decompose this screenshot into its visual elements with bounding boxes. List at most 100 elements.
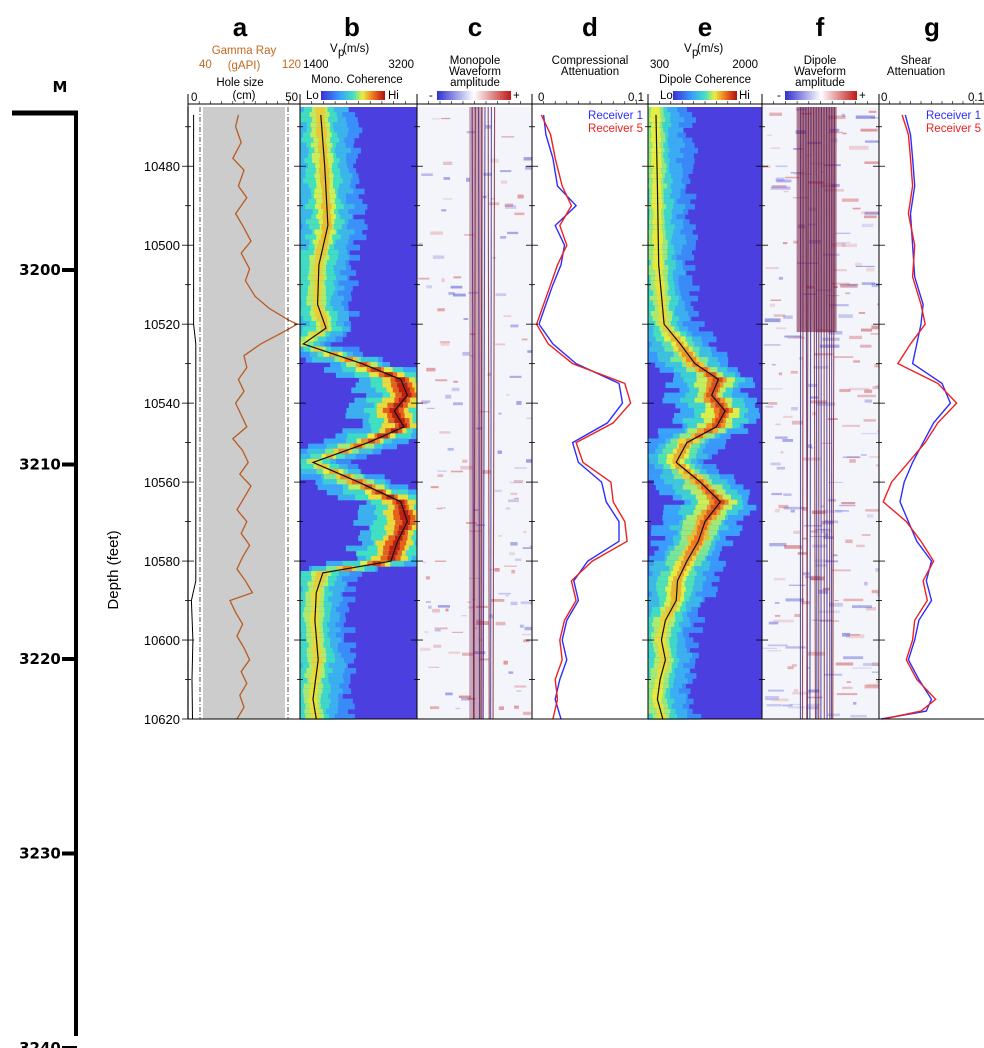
panel-f-noise-stroke [791, 407, 798, 411]
gamma-ray-unit: (gAPI) [228, 60, 261, 72]
panel-b-vp-unit: (m/s) [343, 43, 369, 55]
panel-f-noise-stroke [764, 318, 781, 323]
panel-c-noise-stroke [494, 568, 500, 572]
panel-f-noise-stroke [810, 530, 818, 533]
panel-f-noise-stroke [818, 589, 829, 594]
panel-f-noise-stroke [810, 576, 825, 581]
panel-c-noise-stroke [523, 639, 530, 643]
depth-tick-label: 10540 [144, 396, 180, 411]
panel-c-noise-stroke [421, 173, 433, 176]
panel-c-noise-stroke [441, 507, 446, 509]
panel-g-receiver-1-curve [880, 114, 952, 720]
panel-b-coherence-band [398, 387, 410, 394]
panel-c-noise-stroke [445, 608, 449, 612]
panel-b-coherence-band [398, 423, 407, 429]
panel-f-noise-stroke [832, 554, 838, 557]
panel-f-noise-stroke [866, 607, 876, 611]
panel-b-coherence-band [309, 622, 320, 628]
panel-e-hi: Hi [739, 90, 750, 102]
panel-c-noise-stroke [437, 474, 444, 477]
panel-b-coherence-band [399, 509, 409, 516]
panel-f-dipole-waveform [762, 106, 896, 720]
panel-f-noise-stroke [849, 335, 863, 340]
panel-f-noise-stroke [828, 115, 846, 120]
panel-b-coherence-band [316, 316, 328, 322]
panel-c-noise-stroke [445, 692, 453, 696]
panel-e-vp-min: 300 [650, 59, 669, 71]
panel-f-noise-stroke [848, 387, 870, 391]
panel-b-coherence-band [310, 673, 321, 679]
meter-tick-label: 3230 [19, 845, 61, 863]
depth-tick-label: 10500 [144, 238, 180, 253]
panel-f-noise-stroke [854, 262, 863, 267]
panel-c-noise-stroke [501, 136, 515, 138]
panel-e-coherence-band [651, 107, 660, 113]
panel-c-noise-stroke [434, 629, 441, 632]
panel-b-coherence-band [312, 290, 322, 297]
panel-b-coherence-band [320, 203, 332, 210]
panel-c-waveform-trace [471, 106, 475, 720]
panel-e-coherence-band [656, 632, 667, 638]
panel-e-coherence-band [705, 489, 715, 496]
panel-f-noise-stroke [806, 667, 810, 669]
panel-f-noise-stroke [772, 185, 787, 188]
panel-f-noise-stroke [792, 691, 811, 695]
meter-tick-label: 3240 [19, 1039, 61, 1048]
gamma-ray-curve [229, 114, 299, 720]
panel-f-noise-stroke [836, 693, 858, 696]
panel-e-coherence-band [652, 234, 663, 241]
panel-f-noise-stroke [765, 405, 774, 408]
panel-c-noise-stroke [441, 117, 451, 120]
panel-c-noise-stroke [461, 615, 467, 617]
panel-f-noise-stroke [842, 456, 861, 458]
panel-b-coherence-band [318, 147, 328, 154]
panel-c-noise-stroke [498, 592, 511, 595]
gamma-ray-min: 40 [199, 59, 212, 71]
panel-f-noise-stroke [782, 242, 788, 245]
panel-c-waveform-trace [482, 106, 486, 720]
panel-g-max: 0.1 [968, 92, 984, 104]
panel-c-noise-stroke [468, 292, 479, 294]
panel-c-noise-stroke [510, 601, 518, 606]
panel-f-noise-stroke [773, 314, 786, 317]
panel-g-legend: Receiver 1 Receiver 5 [926, 110, 981, 135]
panel-f-letter: f [816, 12, 825, 42]
panel-c-noise-stroke [440, 342, 450, 346]
panel-c-noise-stroke [523, 157, 535, 161]
panel-f-noise-stroke [807, 703, 820, 706]
panel-c-noise-stroke [500, 180, 508, 184]
panel-c-noise-stroke [508, 671, 514, 674]
panel-c-noise-stroke [430, 231, 443, 235]
panel-d-receiver-1-curve [538, 114, 624, 720]
panel-b-coherence-band [317, 142, 328, 149]
panel-c-noise-stroke [504, 203, 514, 207]
panel-c-noise-stroke [516, 690, 522, 692]
panel-d-background [532, 107, 648, 719]
meter-axis: M 3200 3210 3220 3230 3240 [12, 78, 78, 1048]
panel-f-noise-stroke [814, 559, 830, 563]
panel-b-coherence-band [310, 713, 320, 720]
panel-c-noise-stroke [483, 172, 492, 176]
panel-f-noise-stroke [803, 525, 823, 527]
panel-e-coherence-band [650, 137, 662, 144]
panel-f-noise-stroke [793, 240, 798, 244]
panel-f-noise-stroke [797, 552, 807, 555]
panel-f-noise-stroke [801, 601, 810, 605]
panel-f-noise-stroke [783, 493, 792, 496]
panel-e-coherence-band [654, 280, 665, 287]
panel-f-noise-stroke [835, 232, 851, 234]
panel-c-noise-stroke [422, 402, 428, 405]
panel-e-coherence-band [686, 356, 697, 363]
panel-c-noise-stroke [514, 558, 522, 561]
panel-e-coherence-band [705, 372, 716, 378]
panel-f-noise-stroke [808, 689, 820, 693]
panel-c-noise-stroke [453, 380, 458, 383]
panel-f-noise-stroke [770, 299, 782, 301]
panel-f-noise-stroke [803, 457, 821, 461]
panel-e-coherence-band [652, 219, 663, 225]
panel-c-noise-stroke [511, 569, 516, 574]
panel-f-plus: + [859, 90, 866, 102]
panel-f-noise-stroke [771, 363, 776, 366]
panel-f-noise-stroke [852, 667, 872, 669]
panel-f-noise-stroke [865, 509, 883, 512]
